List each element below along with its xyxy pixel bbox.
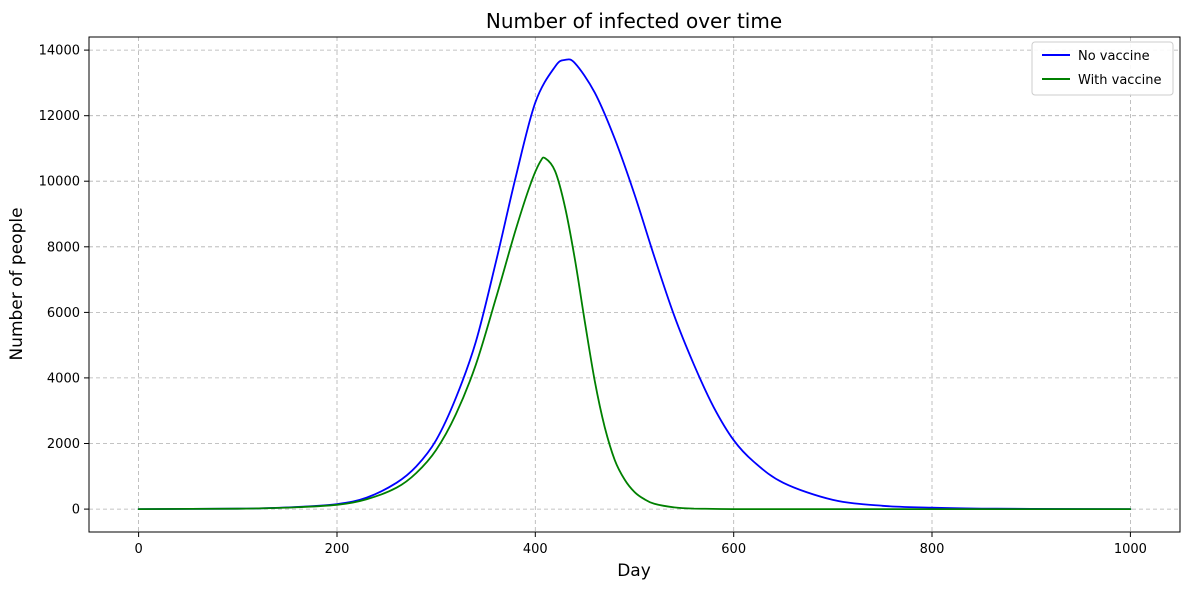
y-tick-label: 14000 xyxy=(39,44,80,59)
y-tick-label: 12000 xyxy=(39,109,80,124)
x-tick-label: 1000 xyxy=(1114,542,1147,557)
x-tick-label: 200 xyxy=(325,542,350,557)
series-line-no-vaccine xyxy=(137,58,1132,510)
grid-lines xyxy=(89,37,1180,532)
y-tick-label: 10000 xyxy=(39,175,80,190)
plot-frame xyxy=(88,36,1181,533)
legend-label-with-vaccine: With vaccine xyxy=(1078,73,1161,88)
legend-label-no-vaccine: No vaccine xyxy=(1078,49,1150,64)
x-tick-label: 400 xyxy=(523,542,548,557)
series-line-with-vaccine xyxy=(137,156,1132,511)
y-tick-label: 8000 xyxy=(47,240,80,255)
y-tick-label: 4000 xyxy=(47,371,80,386)
y-axis-title: Number of people xyxy=(7,207,27,360)
x-tick-label: 600 xyxy=(721,542,746,557)
x-tick-label: 0 xyxy=(134,542,142,557)
x-axis-ticks: 0 200 400 600 800 1000 xyxy=(134,532,1147,557)
chart-legend: No vaccine With vaccine xyxy=(1031,41,1174,96)
x-axis-title: Day xyxy=(617,561,651,581)
plot-series xyxy=(137,58,1132,511)
y-tick-label: 2000 xyxy=(47,437,80,452)
x-tick-label: 800 xyxy=(920,542,945,557)
y-tick-label: 6000 xyxy=(47,306,80,321)
chart-title: Number of infected over time xyxy=(486,9,782,33)
y-tick-label: 0 xyxy=(72,503,80,518)
y-axis-ticks: 0 2000 4000 6000 8000 10000 12000 14000 xyxy=(39,44,89,518)
